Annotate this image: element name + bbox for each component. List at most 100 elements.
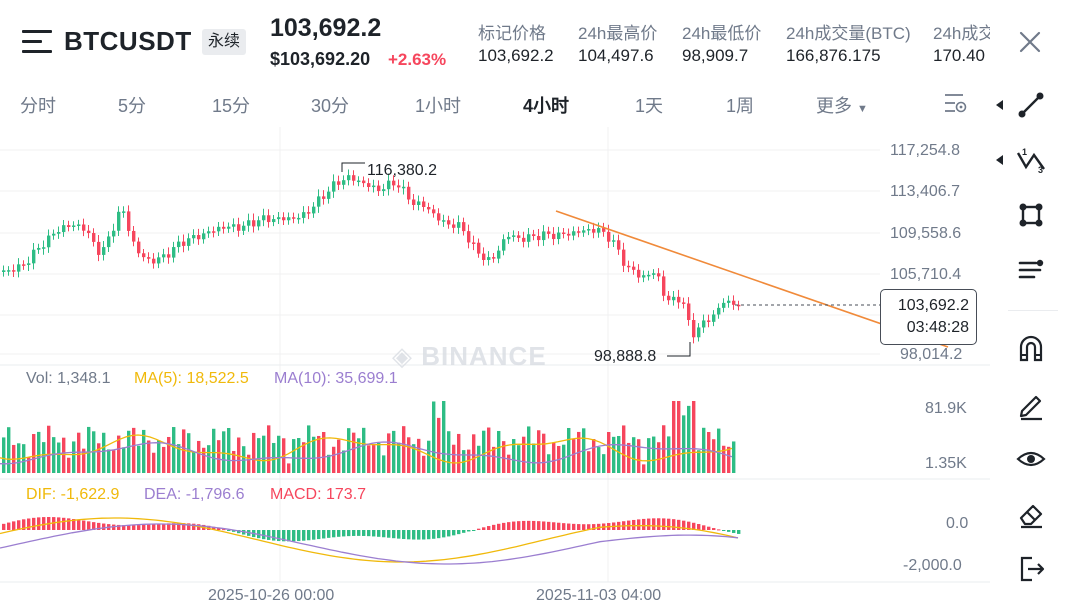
svg-text:3: 3 bbox=[1038, 165, 1043, 175]
macd-bar bbox=[672, 519, 676, 530]
candle-body bbox=[357, 180, 361, 183]
volume-bar bbox=[57, 442, 61, 473]
macd-bar bbox=[667, 518, 671, 530]
volume-bar bbox=[422, 455, 426, 473]
candle-body bbox=[377, 185, 381, 192]
volume-bar bbox=[37, 431, 41, 473]
tab-more[interactable]: 更多 ▼ bbox=[816, 92, 868, 118]
macd-bar bbox=[332, 530, 336, 538]
macd-bar bbox=[17, 520, 21, 530]
candle-body bbox=[297, 217, 301, 220]
macd-bar bbox=[452, 530, 456, 536]
toolbar-divider bbox=[1008, 310, 1058, 311]
candle-body bbox=[312, 206, 316, 214]
candle-body bbox=[497, 250, 501, 259]
candle-body bbox=[252, 220, 256, 227]
volume-bar bbox=[407, 437, 411, 473]
shape-tool-icon[interactable] bbox=[1014, 198, 1048, 232]
trendline-tool-icon[interactable] bbox=[1014, 88, 1048, 122]
candle-body bbox=[692, 320, 696, 338]
current-price-tag[interactable]: 103,692.2 03:48:28 bbox=[880, 289, 977, 345]
candle-body bbox=[732, 300, 736, 305]
macd-bar bbox=[27, 518, 31, 530]
candle-body bbox=[452, 224, 456, 228]
pencil-icon[interactable] bbox=[1014, 387, 1048, 421]
candle-countdown: 03:48:28 bbox=[906, 319, 969, 336]
macd-bar bbox=[77, 519, 81, 530]
volume-bar bbox=[32, 434, 36, 473]
candle-body bbox=[227, 226, 231, 229]
macd-bar bbox=[712, 528, 716, 530]
candle-body bbox=[587, 229, 591, 231]
candle-body bbox=[472, 242, 476, 244]
tab-15m[interactable]: 15分 bbox=[212, 96, 251, 116]
macd-bar bbox=[97, 522, 101, 530]
symbol-title[interactable]: BTCUSDT bbox=[64, 26, 192, 56]
macd-dea-line bbox=[0, 523, 739, 565]
macd-bar bbox=[127, 525, 131, 530]
candle-body bbox=[162, 254, 166, 258]
macd-bar bbox=[292, 530, 296, 542]
candle-body bbox=[367, 183, 371, 187]
brush-tool-icon[interactable] bbox=[1014, 253, 1048, 287]
candle-body bbox=[347, 175, 351, 181]
candle-body bbox=[592, 229, 596, 233]
macd-bar bbox=[317, 530, 321, 540]
price-chart[interactable]: ◈ BINANCE 117,254.8 113,406.7 109,558.6 … bbox=[0, 127, 990, 607]
stat-value-24h-low: 98,909.7 bbox=[682, 46, 749, 65]
volume-bar bbox=[642, 464, 646, 473]
eye-icon[interactable] bbox=[1014, 442, 1048, 476]
candle-body bbox=[152, 258, 156, 264]
tab-1h[interactable]: 1小时 bbox=[415, 96, 462, 116]
eraser-icon[interactable] bbox=[1014, 497, 1048, 531]
menu-icon[interactable] bbox=[22, 30, 52, 54]
volume-bar bbox=[337, 439, 341, 473]
volume-bar bbox=[292, 439, 296, 473]
candlestick-series bbox=[2, 162, 949, 357]
candle-body bbox=[547, 231, 551, 234]
expand-arrow-icon[interactable] bbox=[996, 155, 1003, 165]
tab-5m[interactable]: 5分 bbox=[118, 96, 147, 116]
volume-bar bbox=[427, 440, 431, 473]
candle-body bbox=[712, 314, 716, 322]
tab-1w[interactable]: 1周 bbox=[726, 96, 755, 116]
tab-1d[interactable]: 1天 bbox=[635, 96, 664, 116]
candle-body bbox=[302, 212, 306, 218]
tab-30m[interactable]: 30分 bbox=[311, 96, 350, 116]
volume-bar bbox=[412, 444, 416, 473]
candle-body bbox=[352, 175, 356, 181]
expand-arrow-icon[interactable] bbox=[996, 100, 1003, 110]
macd-bar bbox=[122, 525, 126, 530]
volume-bar bbox=[182, 429, 186, 473]
chart-settings-icon[interactable] bbox=[944, 92, 968, 114]
candle-body bbox=[612, 240, 616, 242]
volume-bar bbox=[312, 436, 316, 473]
volume-bar bbox=[647, 438, 651, 473]
tab-time-sharing[interactable]: 分时 bbox=[20, 96, 56, 116]
candle-body bbox=[442, 220, 446, 222]
macd-bar bbox=[187, 523, 191, 530]
volume-bar bbox=[537, 430, 541, 473]
macd-bar bbox=[547, 521, 551, 530]
volume-bar bbox=[187, 433, 191, 473]
tab-4h[interactable]: 4小时 bbox=[523, 96, 570, 116]
candle-body bbox=[12, 270, 16, 272]
magnet-icon[interactable] bbox=[1014, 332, 1048, 366]
macd-bar bbox=[377, 530, 381, 537]
chart-canvas[interactable] bbox=[0, 127, 990, 607]
macd-bar bbox=[577, 524, 581, 530]
macd-bar bbox=[412, 530, 416, 540]
macd-bar bbox=[387, 530, 391, 538]
macd-bar bbox=[482, 527, 486, 530]
candle-body bbox=[282, 217, 286, 221]
volume-bar bbox=[327, 454, 331, 473]
exit-icon[interactable] bbox=[1014, 552, 1048, 586]
macd-bar bbox=[372, 530, 376, 537]
macd-bar bbox=[632, 519, 636, 530]
macd-histogram bbox=[2, 517, 741, 542]
volume-bar bbox=[352, 432, 356, 473]
volume-bar bbox=[297, 438, 301, 473]
close-icon[interactable] bbox=[1016, 28, 1044, 56]
